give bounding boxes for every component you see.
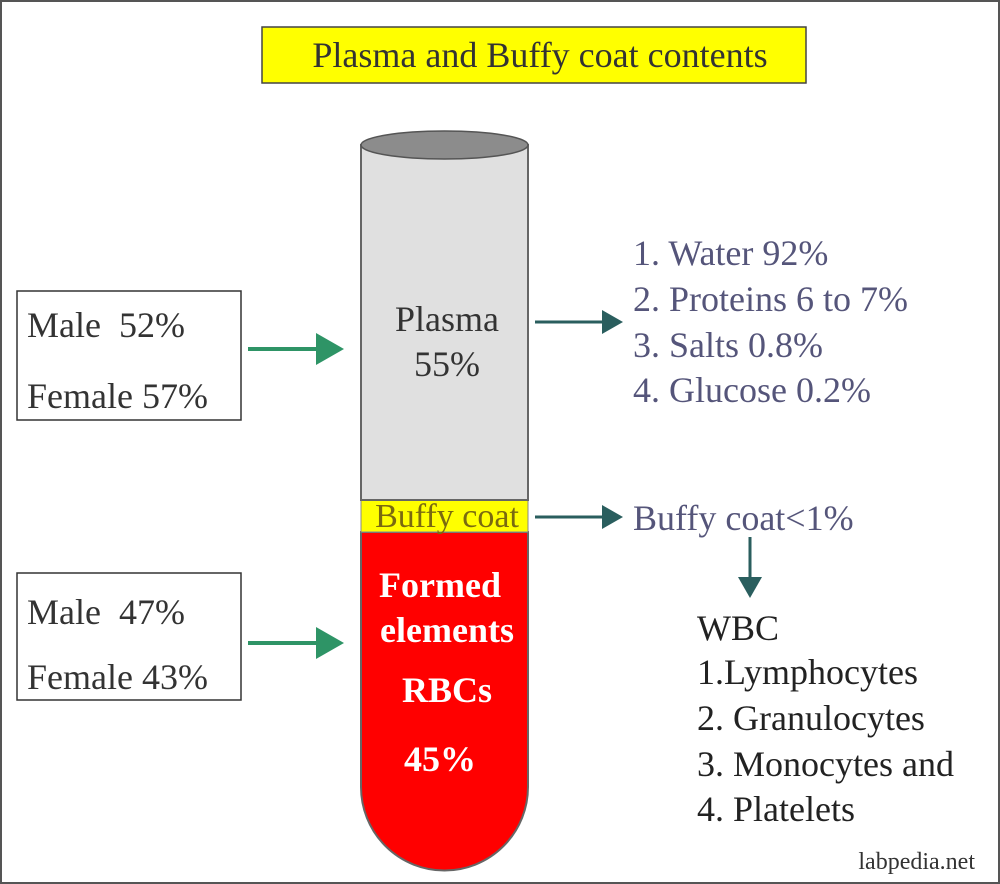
info-box xyxy=(16,572,242,701)
buffy-label: Buffy coat xyxy=(375,498,519,535)
male-value: Male 52% xyxy=(27,305,185,345)
info-box xyxy=(16,290,242,421)
buffy-content: Buffy coat<1% xyxy=(633,498,854,538)
buffy-layer xyxy=(360,499,529,533)
rbc-label: RBCs xyxy=(402,670,492,710)
rbc-percent: 45% xyxy=(404,739,476,779)
wbc-item: 4. Platelets xyxy=(697,789,855,829)
title: Plasma and Buffy coat contents xyxy=(312,35,767,75)
title-box xyxy=(261,26,807,84)
plasma-content: 4. Glucose 0.2% xyxy=(633,370,871,410)
rbc-layer xyxy=(360,531,529,872)
wbc-item: 1.Lymphocytes xyxy=(697,652,918,692)
tube-top xyxy=(360,130,529,160)
wbc-heading: WBC xyxy=(697,608,779,648)
wbc-item: 3. Monocytes and xyxy=(697,744,954,784)
male-value: Male 47% xyxy=(27,592,185,632)
plasma-content: 1. Water 92% xyxy=(633,233,828,273)
female-value: Female 43% xyxy=(27,657,208,697)
plasma-content: 3. Salts 0.8% xyxy=(633,325,823,365)
plasma-percent: 55% xyxy=(414,344,480,384)
formed-label: Formed xyxy=(379,565,501,605)
formed-label: elements xyxy=(380,610,514,650)
plasma-content: 2. Proteins 6 to 7% xyxy=(633,279,908,319)
female-value: Female 57% xyxy=(27,376,208,416)
plasma-label: Plasma xyxy=(395,299,499,339)
wbc-item: 2. Granulocytes xyxy=(697,698,925,738)
footer: labpedia.net xyxy=(858,849,975,875)
plasma-layer xyxy=(360,144,529,501)
